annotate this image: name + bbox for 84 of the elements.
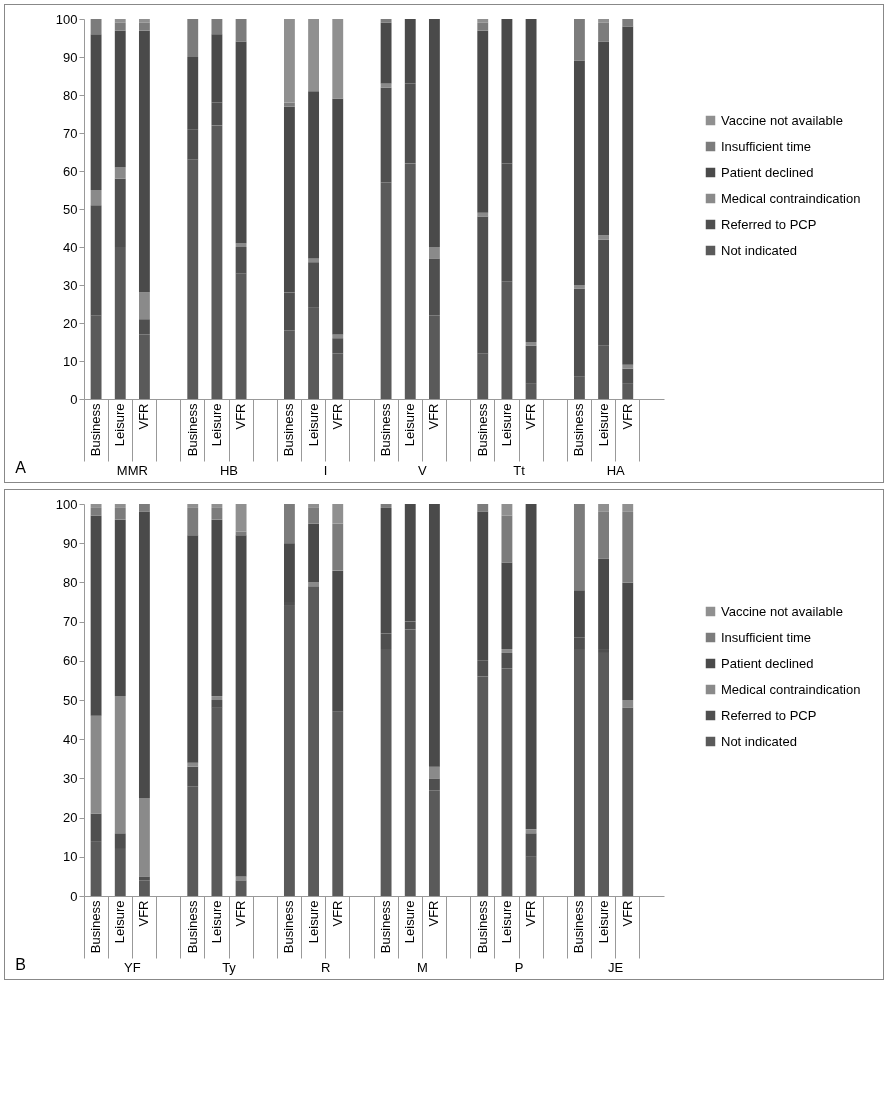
- x-tick-label: Leisure: [305, 403, 321, 447]
- x-tick-label: Business: [88, 900, 104, 954]
- x-tick-label: Business: [281, 403, 297, 457]
- x-tick-label: VFR: [329, 900, 345, 927]
- text: I: [323, 463, 328, 478]
- x-tick-label: Leisure: [498, 900, 514, 944]
- x-tick-label: VFR: [233, 403, 249, 430]
- text: JE: [608, 960, 624, 975]
- x-tick-label: Leisure: [595, 900, 611, 944]
- y-tick-label: 30: [63, 277, 78, 293]
- x-tick-label: Leisure: [402, 403, 418, 447]
- y-tick-label: 100: [55, 11, 78, 27]
- x-tick-label: Business: [378, 900, 394, 954]
- y-tick-label: 70: [63, 125, 78, 141]
- y-tick-label: 70: [63, 614, 78, 630]
- y-tick-label: 100: [55, 496, 78, 512]
- y-tick-label: 60: [63, 163, 78, 179]
- text: HB: [219, 463, 239, 478]
- x-tick-label: Leisure: [402, 900, 418, 944]
- x-tick-label: Business: [474, 403, 490, 457]
- x-tick-label: VFR: [619, 900, 635, 927]
- x-tick-label: VFR: [233, 900, 249, 927]
- y-tick-label: 60: [63, 653, 78, 669]
- x-tick-label: Leisure: [305, 900, 321, 944]
- legend-label: Insufficient time: [721, 629, 812, 645]
- text: B: [15, 956, 26, 973]
- y-tick-label: 10: [63, 849, 78, 865]
- x-tick-label: Leisure: [595, 403, 611, 447]
- y-tick-label: 40: [63, 239, 78, 255]
- legend-label: Referred to PCP: [721, 216, 817, 232]
- text: Tt: [513, 463, 526, 478]
- y-tick-label: 30: [63, 770, 78, 786]
- x-tick-label: Leisure: [208, 900, 224, 944]
- y-tick-label: 20: [63, 315, 78, 331]
- x-tick-label: Leisure: [112, 403, 128, 447]
- x-tick-label: Business: [474, 900, 490, 954]
- y-tick-label: 10: [63, 353, 78, 369]
- text: HA: [606, 463, 626, 478]
- x-tick-label: Business: [184, 900, 200, 954]
- x-tick-label: VFR: [329, 403, 345, 430]
- y-tick-label: 80: [63, 87, 78, 103]
- text: M: [416, 960, 428, 975]
- y-tick-label: 50: [63, 201, 78, 217]
- y-tick-label: 90: [63, 535, 78, 551]
- x-tick-label: VFR: [426, 403, 442, 430]
- x-tick-label: Leisure: [112, 900, 128, 944]
- y-tick-label: 50: [63, 692, 78, 708]
- text: V: [418, 463, 427, 478]
- text: YF: [124, 960, 141, 975]
- x-tick-label: Business: [88, 403, 104, 457]
- x-tick-label: Business: [281, 900, 297, 954]
- legend-label: Patient declined: [721, 164, 814, 180]
- legend-label: Not indicated: [721, 242, 797, 258]
- legend-label: Insufficient time: [721, 138, 812, 154]
- x-tick-label: Business: [378, 403, 394, 457]
- x-tick-label: Business: [571, 900, 587, 954]
- y-tick-label: 20: [63, 810, 78, 826]
- x-tick-label: VFR: [426, 900, 442, 927]
- y-tick-label: 40: [63, 731, 78, 747]
- legend-label: Patient declined: [721, 655, 814, 671]
- x-tick-label: VFR: [619, 403, 635, 430]
- x-tick-label: Leisure: [208, 403, 224, 447]
- text: P: [514, 960, 524, 975]
- y-tick-label: 0: [70, 888, 78, 904]
- x-tick-label: Business: [571, 403, 587, 457]
- legend-label: Referred to PCP: [721, 707, 817, 723]
- text: MMR: [116, 463, 148, 478]
- x-tick-label: Business: [184, 403, 200, 457]
- y-tick-label: 80: [63, 574, 78, 590]
- y-tick-label: 90: [63, 49, 78, 65]
- legend-label: Not indicated: [721, 733, 797, 749]
- x-tick-label: VFR: [136, 900, 152, 927]
- x-tick-label: VFR: [136, 403, 152, 430]
- x-tick-label: Leisure: [498, 403, 514, 447]
- legend-label: Medical contraindication: [721, 681, 861, 697]
- legend-label: Medical contraindication: [721, 190, 861, 206]
- x-tick-label: VFR: [523, 900, 539, 927]
- legend-label: Vaccine not available: [721, 112, 843, 128]
- text: Ty: [222, 960, 237, 975]
- text: R: [320, 960, 331, 975]
- legend-label: Vaccine not available: [721, 603, 843, 619]
- x-tick-label: VFR: [523, 403, 539, 430]
- text: A: [15, 459, 27, 476]
- y-tick-label: 0: [70, 391, 78, 407]
